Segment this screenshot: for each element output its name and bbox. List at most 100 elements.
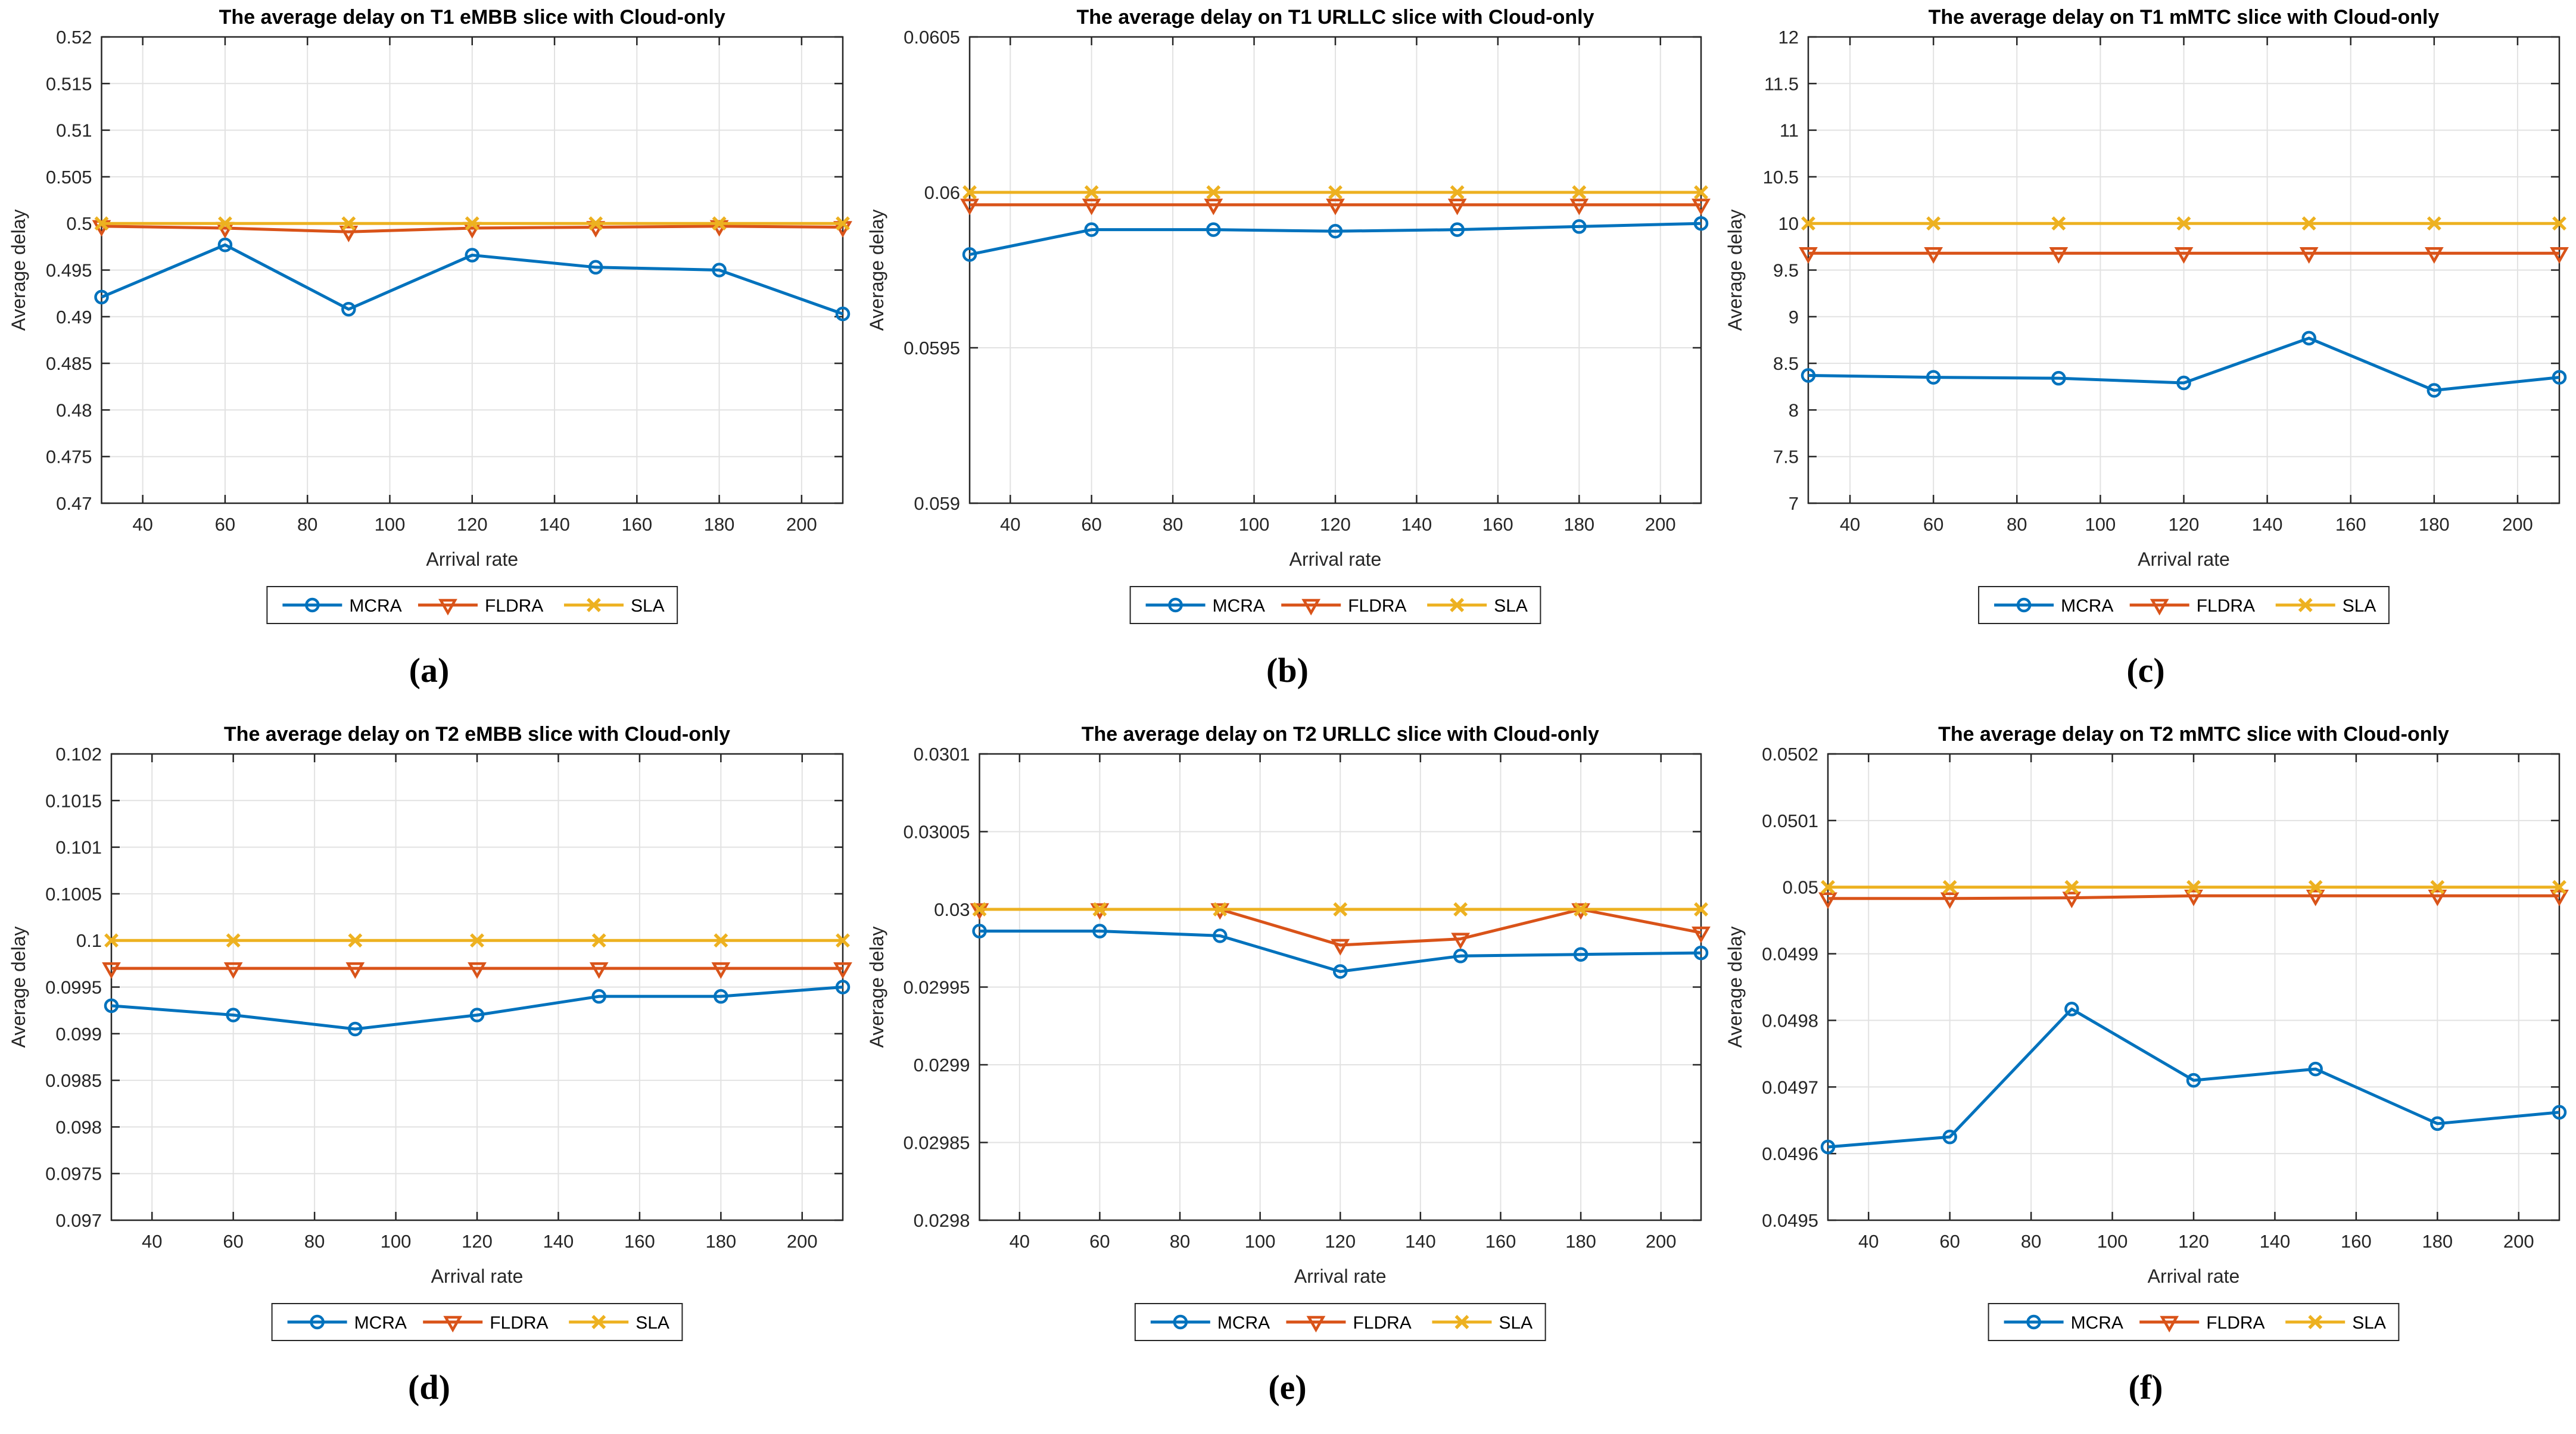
legend-entry-mcra: MCRA [1994,596,2113,616]
chart-svg: 40 60 80 100 120 140 160 180 200 0.097 0.0975 0.098… [8,723,852,1341]
x-axis-label: Arrival rate [426,548,518,570]
series-line-mcra [1808,336,2560,392]
y-tick-label: 0.06 [924,182,960,203]
chart-svg: 40 60 80 100 120 140 160 180 2000.0590.05950.060… [866,6,1711,624]
series-marker-mcra [591,989,606,1004]
series-markers-fldra [1818,890,2569,909]
legend-label-sla: SLA [1494,596,1528,616]
series-marker-fldra [2299,247,2319,264]
y-axis-label: Average delay [8,927,29,1048]
chart-t2-embb: 40 60 80 100 120 140 160 180 200 0.097 0.0975 0.098… [0,717,858,1366]
x-tick-label: 120 [2178,1231,2209,1252]
y-tick-label: 0.1 [76,930,102,951]
series-marker-sla [1450,185,1465,199]
x-tick-label: 140 [1405,1231,1436,1252]
series-marker-mcra [972,924,987,939]
series-marker-mcra [1573,947,1588,962]
series-marker-mcra [2430,1116,2445,1131]
series-marker-mcra [104,998,119,1014]
x-tick-label: 200 [1646,1231,1677,1252]
x-tick-label: 80 [1170,1231,1190,1252]
series-marker-mcra [1693,216,1709,231]
legend-label-sla: SLA [2352,1313,2386,1333]
y-axis-label: Average delay [866,927,887,1048]
panel-b: 40 60 80 100 120 140 160 180 200 0.059 0.0595 0.06 0… [858,0,1717,717]
legend: MCRA FLDRA SLA [1134,1303,1546,1341]
legend-label-mcra: MCRA [354,1313,407,1333]
legend-label-mcra: MCRA [1217,1313,1270,1333]
y-tick-label: 0.1005 [45,884,102,905]
y-tick-label: 0.51 [56,120,92,141]
series-marker-mcra [1333,964,1348,979]
legend-marker-mcra-icon [1173,1314,1188,1330]
x-tick-label: 120 [457,514,488,535]
y-tick-label: 0.0502 [1762,744,1818,765]
legend: MCRA FLDRA SLA [1129,586,1541,624]
series-marker-fldra [1569,198,1589,216]
series-marker-sla [588,216,603,231]
x-axis-label: Arrival rate [1289,548,1382,570]
series-marker-fldra [1692,926,1711,943]
y-tick-label: 0.102 [55,744,102,765]
x-tick-label: 180 [1563,514,1594,535]
x-tick-label: 140 [2260,1231,2291,1252]
series-marker-fldra [2424,247,2444,264]
series-marker-sla [2552,216,2566,231]
x-tick-label: 60 [215,514,235,535]
legend-entry-sla: SLA [569,1313,669,1333]
series-marker-mcra [1213,928,1228,943]
series-marker-fldra [1326,198,1345,216]
series-marker-fldra [468,962,487,979]
series-marker-mcra [348,1021,363,1037]
series-marker-sla [2051,216,2066,231]
x-tick-label: 200 [1645,514,1676,535]
series-marker-mcra [1572,219,1587,234]
series-marker-mcra [2176,375,2191,391]
panel-c: 40 60 80 100 120 140 160 180 200 7 7.5 8 8.5 9 9.5 10 10… [1717,0,2575,717]
series-marker-sla [465,216,479,231]
panel-label-c: (c) [2126,651,2165,690]
y-tick-label: 0.49 [56,307,92,328]
legend-marker-fldra-icon [1306,1315,1326,1333]
legend-label-fldra: FLDRA [1353,1313,1411,1333]
series-marker-sla [104,933,119,948]
series-line-mcra [969,222,1702,256]
series-marker-sla [470,933,484,948]
legend-marker-mcra-icon [310,1314,325,1330]
series-marker-sla [348,933,363,948]
series-line-mcra [979,930,1702,973]
x-tick-label: 160 [1482,514,1513,535]
series-marker-mcra [217,237,233,252]
series-markers-fldra [102,962,852,979]
legend-entry-sla: SLA [1427,596,1528,616]
series-marker-mcra [1328,224,1343,239]
series-marker-mcra [1084,222,1099,237]
y-tick-label: 0.0985 [45,1070,102,1091]
legend-entry-sla: SLA [2275,596,2376,616]
legend-entry-sla: SLA [2285,1313,2386,1333]
chart-svg: 40 60 80 100 120 140 160 180 200 0.0298 0.02985 0.0… [866,723,1711,1341]
x-tick-label: 80 [2021,1231,2041,1252]
chart-svg: 40 60 80 100 120 140 160 180 200 0.0495 0.0496 0.04… [1724,723,2569,1341]
series-marker-fldra [1799,247,1818,264]
y-tick-label: 0.0975 [45,1164,102,1184]
x-tick-label: 200 [2502,514,2533,535]
panel-label-a: (a) [409,651,450,690]
legend-entry-fldra: FLDRA [1281,596,1407,616]
series-marker-sla [226,933,241,948]
series-marker-mcra [341,302,356,317]
series-marker-sla [1092,902,1107,916]
series-marker-sla [1574,902,1588,916]
series-markers-sla [94,216,850,231]
series-marker-fldra [1331,939,1350,956]
y-tick-label: 0.05 [1783,877,1818,898]
y-tick-label: 0.097 [55,1210,102,1231]
series-marker-fldra [2049,247,2069,264]
grid [101,37,843,503]
x-tick-label: 200 [2503,1231,2534,1252]
chart-svg: 40 60 80 100 120 140 160 180 200 7 7.5 8 8.5 9 9.5 10 10… [1724,6,2569,624]
y-tick-label: 11 [1780,120,1799,141]
legend-entry-sla: SLA [1432,1313,1532,1333]
x-tick-label: 60 [1939,1231,1960,1252]
x-tick-label: 160 [2335,514,2366,535]
